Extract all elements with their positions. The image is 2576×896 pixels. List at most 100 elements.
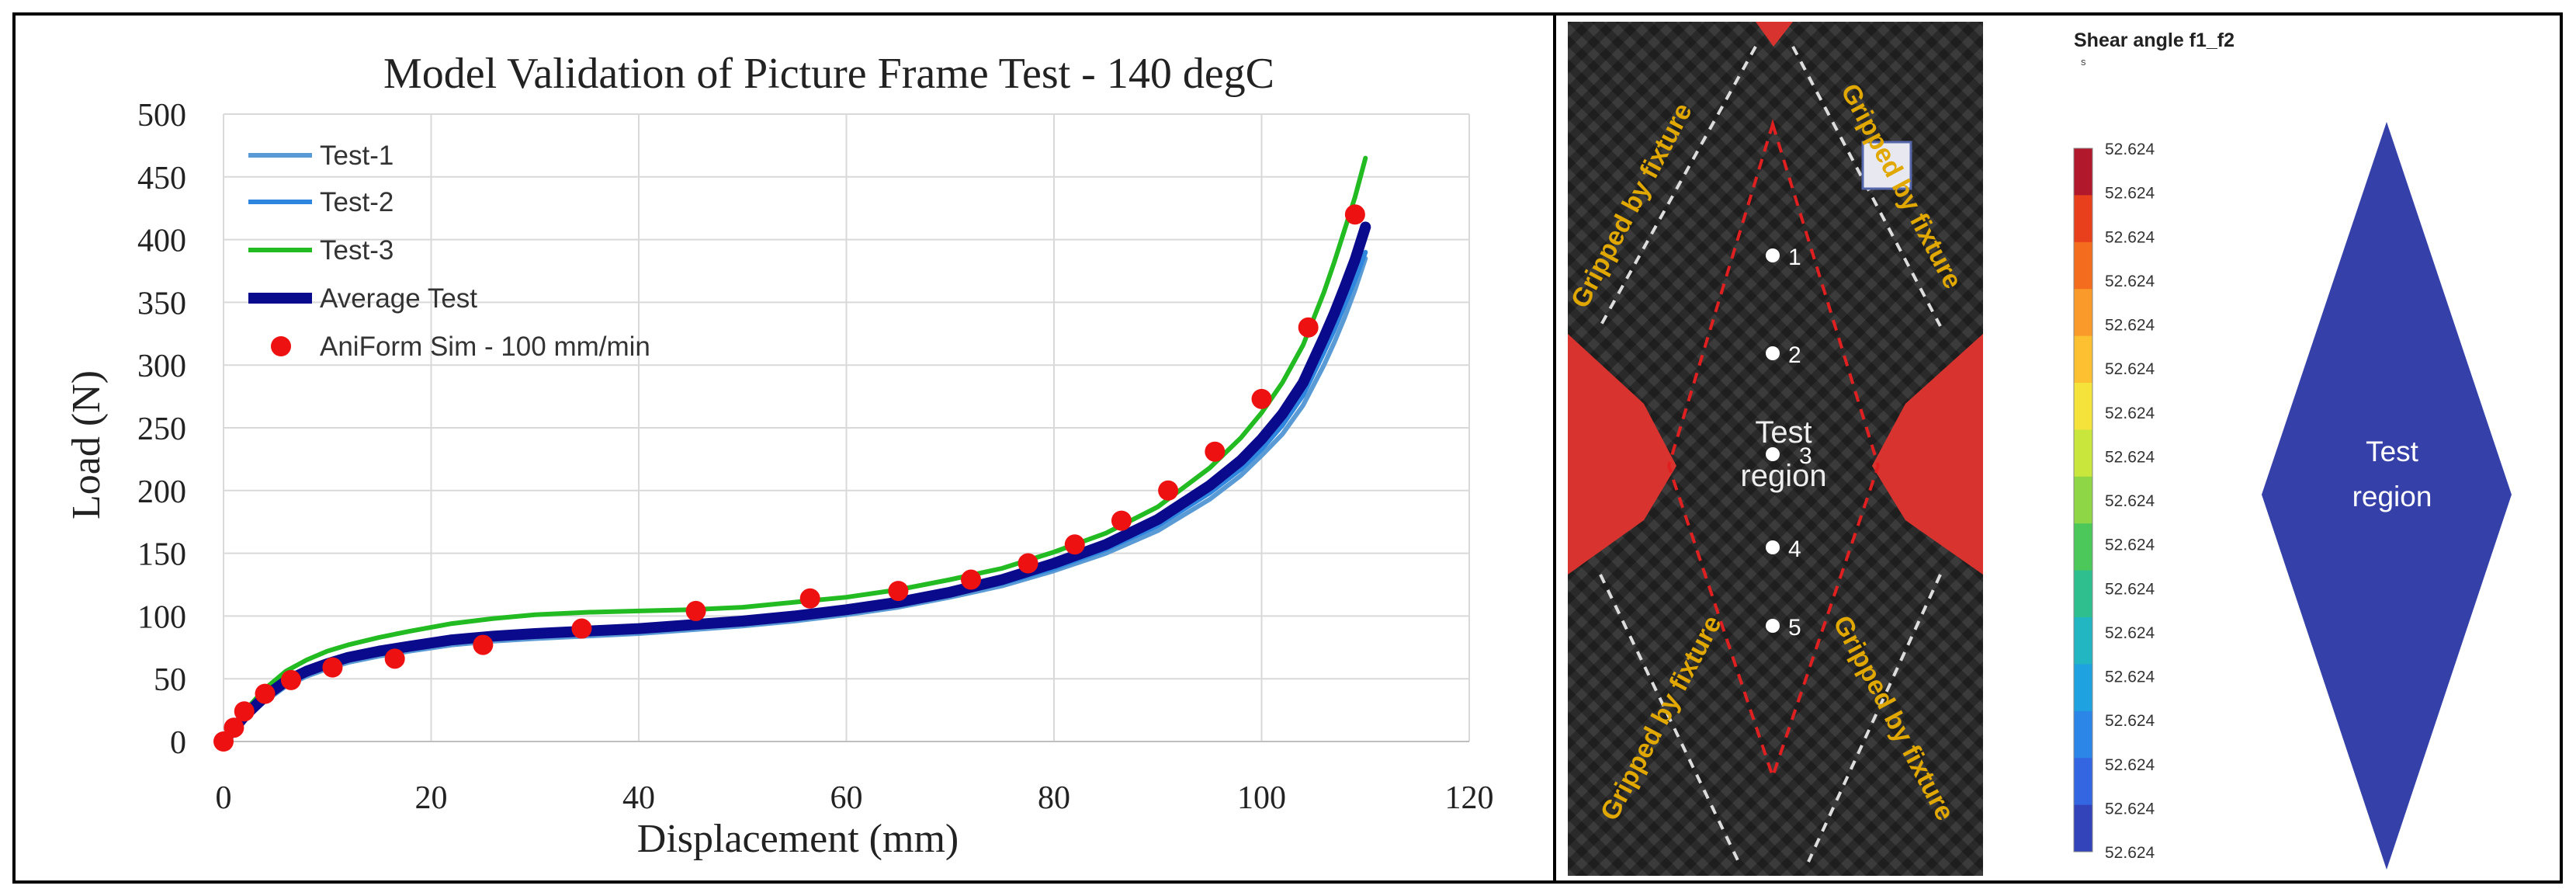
colorbar-tick-label: 52.624 (2105, 273, 2155, 290)
sim-point (961, 569, 981, 590)
sim-point (799, 588, 820, 609)
y-axis-label: Load (N) (64, 370, 109, 519)
sim-point (280, 669, 301, 690)
colorbar-tick-label: 52.624 (2105, 448, 2155, 466)
measure-point (1766, 248, 1780, 262)
x-tick-label: 100 (1237, 780, 1286, 816)
sim-point (1111, 510, 1132, 531)
x-tick-label: 80 (1038, 780, 1070, 816)
sim-region-label: region (2352, 481, 2432, 512)
colorbar-tick-label: 52.624 (2105, 756, 2155, 774)
grip-boundary-line (1599, 574, 1740, 863)
sim-point (685, 600, 706, 621)
legend-label-test-1: Test-1 (320, 141, 394, 171)
y-tick-label: 250 (137, 412, 186, 447)
sim-point (473, 634, 494, 655)
figure-border (12, 12, 2563, 884)
y-tick-labels: 0 50 100 150 200 250 300 350 400 450 500 (137, 98, 186, 761)
colorbar-band (2074, 383, 2092, 430)
colorbar-band (2074, 289, 2092, 337)
sim-region-label: Test (2366, 436, 2419, 467)
colorbar (2073, 148, 2093, 853)
colorbar-tick-label: 52.624 (2105, 360, 2155, 378)
measure-point-label: 1 (1788, 245, 1801, 270)
colorbar-tick-label: 52.624 (2105, 317, 2155, 335)
sim-point (234, 701, 255, 722)
measure-point (1766, 619, 1780, 633)
specimen-tag (1861, 141, 1912, 190)
sim-point (1344, 204, 1365, 225)
colorbar-frame (2073, 148, 2093, 853)
series-line-3 (221, 155, 1368, 744)
test-region-label: Test (1755, 415, 1812, 450)
photo-panel: Gripped by fixture Gripped by fixture Gr… (1568, 22, 1983, 876)
measure-point-label: 5 (1788, 615, 1801, 641)
x-tick-label: 60 (830, 780, 863, 816)
sim-markers (213, 204, 1365, 752)
chart-title: Model Validation of Picture Frame Test -… (383, 50, 1274, 98)
colorbar-tick-label: 52.624 (2105, 624, 2155, 642)
grip-boundary-line (1599, 46, 1757, 327)
colorbar-tick-label: 52.624 (2105, 185, 2155, 203)
y-tick-label: 400 (137, 224, 186, 259)
legend-label-sim: AniForm Sim - 100 mm/min (320, 332, 650, 362)
sim-point (224, 717, 244, 738)
y-tick-label: 350 (137, 286, 186, 321)
colorbar-tick-label: 52.624 (2105, 537, 2155, 554)
sim-point (1251, 388, 1272, 409)
x-tick-label: 120 (1445, 780, 1494, 816)
legend-label-test-2: Test-2 (320, 187, 394, 217)
sim-point (384, 648, 405, 669)
y-tick-label: 100 (137, 599, 186, 635)
colorbar-tick-label: 52.624 (2105, 712, 2155, 730)
sim-point (571, 618, 592, 639)
colorbar-band (2074, 148, 2092, 196)
simulation-panel: Shear angle f1_f2 s 52.624 52.624 52.624 52… (2073, 30, 2512, 870)
sim-point (322, 657, 343, 678)
x-tick-labels: 0 20 40 60 80 100 120 (216, 780, 1494, 816)
measure-point-label: 2 (1788, 342, 1801, 368)
measure-point-label: 3 (1799, 443, 1812, 469)
y-tick-label: 500 (137, 98, 186, 134)
colorbar-tick-label: 52.624 (2105, 580, 2155, 598)
colorbar-band (2074, 617, 2092, 665)
measure-point-label: 4 (1788, 537, 1801, 562)
chart-grid (223, 113, 1470, 742)
colorbar-tick-label: 52.624 (2105, 844, 2155, 862)
colorbar-tick-label: 52.624 (2105, 800, 2155, 818)
y-tick-label: 50 (154, 662, 186, 698)
legend-label-test-3: Test-3 (320, 235, 394, 266)
colorbar-band (2074, 335, 2092, 384)
colorbar-title: Shear angle f1_f2 (2074, 30, 2234, 51)
y-tick-label: 0 (170, 725, 186, 761)
grip-boundary-line (1807, 574, 1942, 863)
colorbar-band (2074, 429, 2092, 478)
colorbar-band (2074, 710, 2092, 759)
chart-panel: Model Validation of Picture Frame Test -… (64, 50, 1494, 861)
colorbar-unit: s (2081, 56, 2086, 68)
sim-point (255, 683, 276, 704)
measure-point (1766, 346, 1780, 360)
colorbar-band (2074, 664, 2092, 712)
colorbar-tick-label: 52.624 (2105, 141, 2155, 158)
sim-point (1158, 480, 1179, 501)
y-tick-label: 150 (137, 537, 186, 573)
colorbar-band (2074, 195, 2092, 243)
chart-legend: Test-1 Test-2 Test-3 Average Test AniFor… (248, 141, 650, 362)
simulated-test-region (2262, 122, 2512, 870)
x-tick-label: 40 (622, 780, 655, 816)
sim-point (1064, 534, 1085, 555)
sim-point (1205, 441, 1226, 462)
sim-point (1018, 553, 1038, 574)
colorbar-band (2074, 804, 2092, 853)
colorbar-band (2074, 523, 2092, 571)
colorbar-tick-label: 52.624 (2105, 669, 2155, 686)
test-region-label: region (1740, 459, 1826, 493)
y-tick-label: 450 (137, 161, 186, 196)
sim-point (1298, 317, 1319, 338)
colorbar-band (2074, 476, 2092, 524)
x-axis-label: Displacement (mm) (637, 817, 959, 861)
colorbar-tick-label: 52.624 (2105, 492, 2155, 510)
x-tick-label: 20 (415, 780, 448, 816)
sim-point (213, 731, 234, 752)
